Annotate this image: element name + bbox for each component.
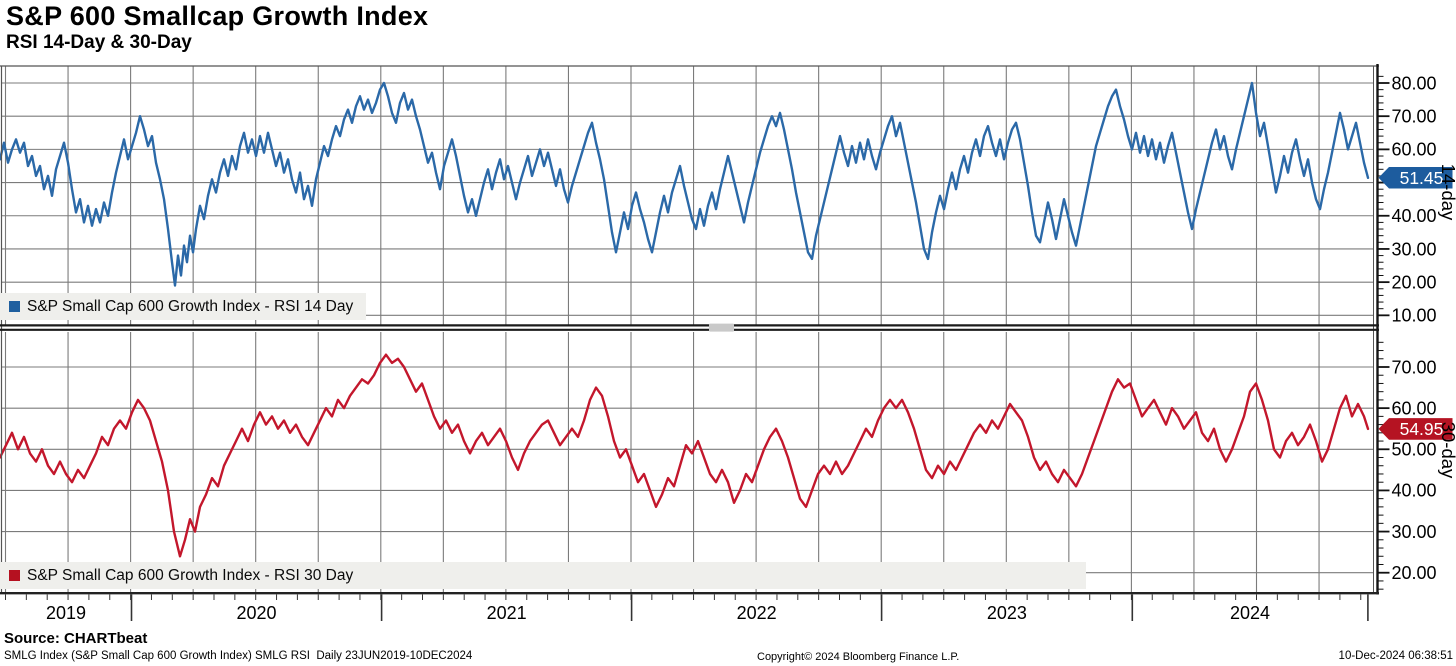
y-tick-label: 70.00 xyxy=(1392,106,1437,126)
series-line-rsi30 xyxy=(0,353,1370,558)
y-tick-label: 70.00 xyxy=(1392,357,1437,377)
legend-swatch-red-icon xyxy=(9,570,20,581)
legend-label: S&P Small Cap 600 Growth Index - RSI 14 … xyxy=(27,297,354,315)
x-tick-year-2024: 2024 xyxy=(1230,603,1270,623)
copyright-notice: Copyright© 2024 Bloomberg Finance L.P. xyxy=(757,651,960,663)
legend-label: S&P Small Cap 600 Growth Index - RSI 30 … xyxy=(27,566,354,584)
source-label: Source: CHARTbeat xyxy=(4,630,148,647)
last-value-badge-rsi30 xyxy=(1378,418,1453,440)
y-axis-title-rsi14: 14-day xyxy=(1438,164,1456,221)
y-tick-label: 60.00 xyxy=(1392,398,1437,418)
y-tick-label: 30.00 xyxy=(1392,239,1437,259)
series-layer xyxy=(0,81,1370,558)
legend-rsi-14-day[interactable]: S&P Small Cap 600 Growth Index - RSI 14 … xyxy=(0,293,366,320)
page-subtitle: RSI 14-Day & 30-Day xyxy=(6,32,192,53)
x-tick-year-2019: 2019 xyxy=(46,603,86,623)
y-tick-label: 80.00 xyxy=(1392,73,1437,93)
legend-swatch-blue-icon xyxy=(9,301,20,312)
series-line-rsi14 xyxy=(0,81,1370,287)
page-title: S&P 600 Smallcap Growth Index xyxy=(6,1,429,31)
grid-layer xyxy=(1,66,1374,592)
y-tick-label: 50.00 xyxy=(1392,440,1437,460)
axis-layer xyxy=(0,64,1453,621)
label-layer: 2019 2020 2021 2022 2023 2024 80.00 70.00 60.00 4… xyxy=(46,73,1456,623)
y-tick-label: 20.00 xyxy=(1392,563,1437,583)
y-tick-label: 40.00 xyxy=(1392,481,1437,501)
legend-rsi-30-day[interactable]: S&P Small Cap 600 Growth Index - RSI 30 … xyxy=(0,562,1086,589)
last-value-badge-rsi14 xyxy=(1378,166,1453,189)
y-tick-label: 60.00 xyxy=(1392,140,1437,160)
x-tick-year-2020: 2020 xyxy=(236,603,276,623)
x-tick-year-2023: 2023 xyxy=(987,603,1027,623)
y-tick-label: 30.00 xyxy=(1392,522,1437,542)
y-axis-title-rsi30: 30-day xyxy=(1438,422,1456,479)
y-tick-label: 40.00 xyxy=(1392,206,1437,226)
panel-splitter-grip[interactable] xyxy=(709,323,734,332)
last-value-label: 51.45 xyxy=(1400,168,1444,188)
y-tick-label: 10.00 xyxy=(1392,306,1437,326)
print-timestamp: 10-Dec-2024 06:38:51 xyxy=(1338,650,1453,662)
ticker-description: SMLG Index (S&P Small Cap 600 Growth Ind… xyxy=(4,650,473,662)
x-tick-year-2021: 2021 xyxy=(487,603,527,623)
last-value-label: 54.95 xyxy=(1400,419,1444,439)
y-tick-label: 20.00 xyxy=(1392,272,1437,292)
x-tick-year-2022: 2022 xyxy=(737,603,777,623)
